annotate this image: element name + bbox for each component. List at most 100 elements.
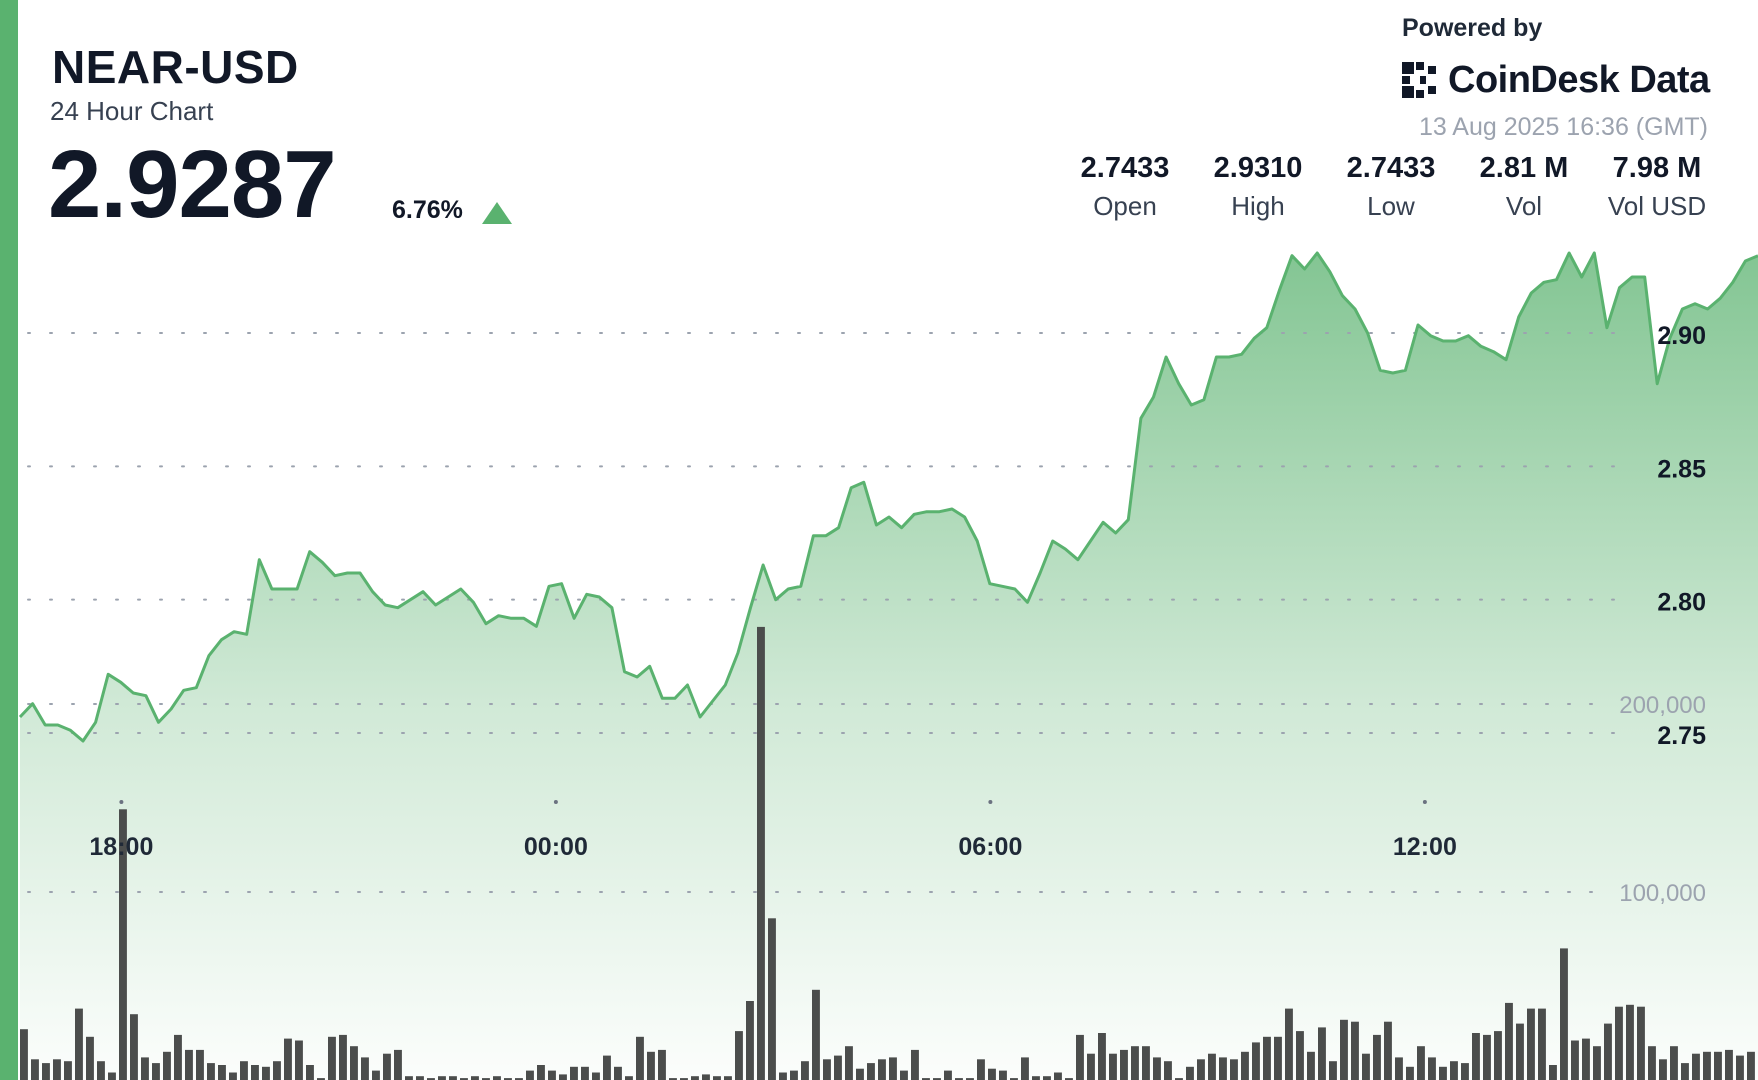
x-tick-label: 18:00 (89, 833, 153, 861)
volume-bar (1670, 1046, 1678, 1080)
volume-bar (1516, 1023, 1524, 1080)
volume-bar (383, 1053, 391, 1080)
stat-open: 2.7433 Open (1060, 152, 1190, 222)
volume-bar (1560, 948, 1568, 1080)
volume-bar (1384, 1021, 1392, 1080)
stat-vol-label: Vol (1505, 191, 1543, 221)
volume-bar (1582, 1038, 1590, 1080)
price-tick-label: 2.75 (1657, 722, 1706, 750)
volume-bar (1362, 1053, 1370, 1080)
volume-bar (1747, 1051, 1755, 1080)
stat-low-label: Low (1367, 191, 1415, 221)
volume-bar (1494, 1031, 1502, 1080)
x-tick-label: 00:00 (524, 833, 588, 861)
volume-bar (1230, 1059, 1238, 1080)
volume-bar (933, 1078, 941, 1080)
volume-bar (988, 1068, 996, 1080)
volume-bar (119, 809, 127, 1080)
volume-bar (405, 1076, 413, 1080)
volume-bar (1274, 1036, 1282, 1080)
volume-bar (878, 1059, 886, 1080)
volume-bar (1153, 1057, 1161, 1080)
volume-bar (746, 1001, 754, 1080)
volume-bar (614, 1066, 622, 1080)
volume-bar (31, 1059, 39, 1080)
volume-bar (768, 918, 776, 1080)
volume-bar (581, 1066, 589, 1080)
stat-open-label: Open (1093, 191, 1157, 221)
triangle-up-icon (482, 202, 512, 224)
volume-bar (1439, 1066, 1447, 1080)
price-line (18, 251, 1758, 743)
volume-bar (592, 1072, 600, 1080)
volume-bar (713, 1076, 721, 1080)
volume-bar (1087, 1053, 1095, 1080)
volume-bar (1241, 1051, 1249, 1080)
volume-bar (86, 1036, 94, 1080)
volume-bar (1714, 1051, 1722, 1080)
price-tick-label: 2.90 (1657, 322, 1706, 350)
volume-bar (812, 989, 820, 1080)
volume-bar (1626, 1004, 1634, 1080)
volume-bar (1208, 1053, 1216, 1080)
volume-bar (196, 1049, 204, 1080)
volume-bar (1021, 1057, 1029, 1080)
volume-bar (1604, 1023, 1612, 1080)
coindesk-logo-icon (1402, 62, 1436, 98)
volume-bar (1428, 1057, 1436, 1080)
volume-bar (823, 1059, 831, 1080)
volume-bar (20, 1029, 28, 1080)
volume-bar (1131, 1046, 1139, 1080)
volume-bar (900, 1070, 908, 1080)
volume-bar (1505, 1002, 1513, 1080)
volume-bar (482, 1078, 490, 1080)
volume-bar (504, 1078, 512, 1080)
volume-bar (64, 1061, 72, 1080)
volume-bar (867, 1063, 875, 1080)
stat-vol-usd-value: 7.98 M (1612, 152, 1702, 184)
volume-bar (559, 1074, 567, 1080)
x-tick-mark (553, 800, 558, 804)
volume-bar (1263, 1036, 1271, 1080)
price-gridlines (27, 332, 1621, 893)
volume-bar (1703, 1051, 1711, 1080)
volume-bar (152, 1063, 160, 1080)
stat-vol-usd-label: Vol USD (1607, 191, 1707, 221)
volume-bar (845, 1046, 853, 1080)
chart-subtitle: 24 Hour Chart (50, 96, 214, 126)
volume-bar (955, 1078, 963, 1080)
volume-bar (306, 1065, 314, 1080)
stat-vol-value: 2.81 M (1479, 152, 1569, 184)
volume-bar (317, 1078, 325, 1080)
volume-bar (603, 1055, 611, 1080)
stat-low: 2.7433 Low (1326, 152, 1456, 222)
volume-bar (702, 1074, 710, 1080)
price-tick-label: 2.85 (1657, 455, 1706, 483)
volume-bar (1395, 1057, 1403, 1080)
volume-bar (944, 1070, 952, 1080)
volume-bar (1527, 1008, 1535, 1080)
volume-bar (1681, 1063, 1689, 1080)
volume-bar (1043, 1076, 1051, 1080)
volume-bar (1219, 1057, 1227, 1080)
volume-bar (636, 1036, 644, 1080)
volume-bar (460, 1078, 468, 1080)
price-change-percent: 6.76% (392, 196, 463, 224)
volume-bar (75, 1008, 83, 1080)
volume-bar (1296, 1031, 1304, 1080)
accent-bar (0, 0, 18, 1080)
volume-bar (834, 1055, 842, 1080)
volume-bar (394, 1049, 402, 1080)
volume-bar (1549, 1065, 1557, 1080)
volume-bar (427, 1078, 435, 1080)
volume-bar (185, 1049, 193, 1080)
volume-bar (1571, 1040, 1579, 1080)
volume-bar (1285, 1008, 1293, 1080)
coindesk-logo: CoinDesk Data (1400, 58, 1710, 102)
volume-bar (1736, 1055, 1744, 1080)
volume-bar (1406, 1066, 1414, 1080)
volume-bar (922, 1078, 930, 1080)
volume-bar (1725, 1049, 1733, 1080)
stat-open-value: 2.7433 (1080, 152, 1170, 184)
volume-bar (790, 1070, 798, 1080)
